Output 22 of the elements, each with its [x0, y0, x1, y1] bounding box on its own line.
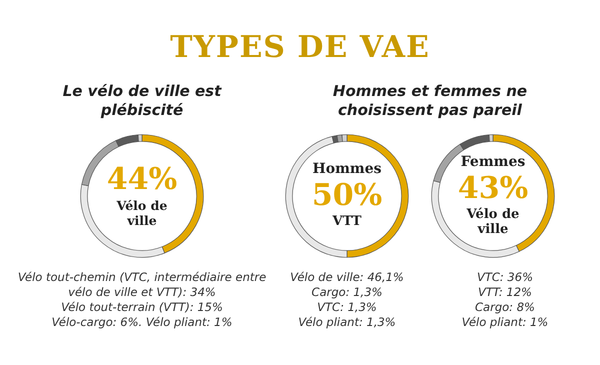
- chart-subtitle: Le vélo de ville est plébiscité: [62, 82, 223, 120]
- text: VTT: [331, 214, 362, 229]
- text: Femmes: [460, 154, 526, 170]
- text: 43%: [456, 170, 530, 206]
- text: Cargo: 8%: [474, 300, 536, 315]
- text: Vélo pliant: 1%: [460, 315, 550, 330]
- text: Vélo tout-terrain (VTT): 15%: [60, 300, 224, 315]
- text: Cargo: 1,3%: [310, 285, 384, 300]
- text: Hommes: [312, 161, 382, 177]
- text: VTC: 1,3%: [316, 300, 378, 315]
- text: 44%: [106, 162, 178, 197]
- text: Vélo de ville: [116, 198, 168, 228]
- text: TYPES DE VAE: [169, 30, 431, 65]
- text: VTT: 12%: [477, 285, 533, 300]
- text: Vélo de ville: 46,1%: [289, 270, 405, 285]
- text: 50%: [310, 178, 384, 213]
- text: VTC: 36%: [476, 270, 534, 285]
- text: Vélo tout-chemin (VTC, intermédiaire entre vélo de ville et VTT): 34%: [17, 270, 267, 300]
- text: Vélo pliant: 1,3%: [297, 315, 397, 330]
- text: Vélo de ville: [466, 206, 520, 236]
- chart-subtitle: Hommes et femmes ne choisissent pas pareil: [332, 82, 528, 120]
- text: Vélo-cargo: 6%. Vélo pliant: 1%: [50, 315, 234, 330]
